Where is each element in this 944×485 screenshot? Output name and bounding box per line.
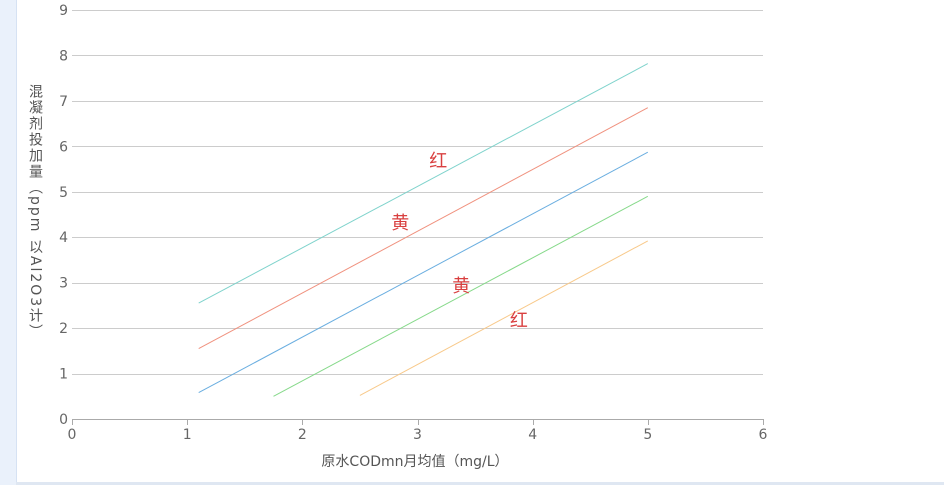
x-tick-label: 4: [528, 427, 537, 443]
y-tick-label: 2: [59, 321, 68, 337]
bottom-panel-edge: [16, 482, 944, 485]
y-tick-label: 3: [59, 276, 68, 292]
annotation-label-1: 红: [429, 151, 447, 172]
x-tick-label: 0: [68, 427, 77, 443]
y-tick-label: 1: [59, 367, 68, 383]
x-tick-label: 5: [643, 427, 652, 443]
annotation-label-3: 黄: [452, 276, 470, 297]
y-tick-label: 7: [59, 94, 68, 110]
x-tick-label: 2: [298, 427, 307, 443]
x-axis-title: 原水CODmn月均值（mg/L）: [321, 454, 508, 470]
series-line-1: [198, 63, 649, 304]
series-layer: [198, 63, 649, 397]
x-tick-label: 1: [183, 427, 192, 443]
y-tick-label: 4: [59, 230, 68, 246]
series-line-2: [198, 107, 649, 350]
annotation-label-4: 红: [510, 311, 528, 332]
series-line-4: [273, 195, 649, 397]
series-line-5: [359, 240, 649, 396]
y-axis-title: 混凝剂投加量（ppm 以Al2O3计）: [27, 84, 43, 340]
x-tick-label: 6: [759, 427, 768, 443]
y-tick-label: 0: [59, 412, 68, 428]
y-tick-label: 9: [59, 3, 68, 19]
grid-layer: [72, 10, 763, 375]
y-tick-label: 5: [59, 185, 68, 201]
y-tick-label: 6: [59, 139, 68, 155]
annotation-label-2: 黄: [391, 213, 409, 234]
series-line-3: [198, 151, 649, 394]
y-tick-label: 8: [59, 48, 68, 64]
x-tick-label: 3: [413, 427, 422, 443]
left-panel-edge: [0, 0, 17, 485]
axis-layer: 0 1 2 3 4 5 6 7 8 9 0 1 2 3 4 5 6: [59, 3, 767, 443]
